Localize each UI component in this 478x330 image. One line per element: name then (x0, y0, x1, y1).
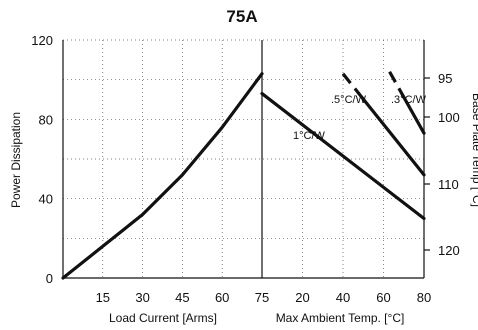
y-tick-label: 120 (31, 33, 53, 48)
derating-line (357, 92, 426, 177)
x-tick-label: 30 (135, 290, 149, 305)
x-tick-label: 75 (255, 290, 269, 305)
axes (62, 40, 430, 279)
x-tick-label: 45 (175, 290, 189, 305)
y2-tick-label: 95 (438, 71, 452, 86)
series-label: .5°C/W (331, 94, 367, 106)
power-curve (61, 72, 264, 280)
right-x-axis-label: Max Ambient Temp. [°C] (276, 311, 405, 325)
chart-title: 75A (226, 7, 257, 26)
derating-line-dashed (341, 72, 361, 95)
y-tick-label: 80 (39, 112, 53, 127)
left-x-axis-label: Load Current [Arms] (109, 311, 217, 325)
x-tick-label: 60 (376, 290, 390, 305)
x-tick-label: 40 (336, 290, 350, 305)
x-tick-label: 60 (215, 290, 229, 305)
y2-axis-label: Base Plate Temp [°C] (470, 93, 478, 207)
grid (63, 39, 425, 278)
y2-tick-label: 100 (438, 110, 460, 125)
y2-tick-label: 110 (438, 177, 459, 192)
x-tick-label: 80 (417, 290, 431, 305)
labels: 0 40 80 120 15 30 45 60 75 20 40 60 80 95 100 110 120 1°C… (31, 33, 459, 305)
y-tick-label: 0 (46, 271, 53, 286)
x-tick-label: 15 (96, 290, 110, 305)
y-tick-label: 40 (39, 192, 53, 207)
derating-line (260, 91, 426, 221)
series (61, 70, 426, 280)
x-tick-label: 20 (295, 290, 309, 305)
derating-line-dashed (388, 70, 406, 98)
series-label: .3°C/W (391, 94, 427, 106)
derating-line (402, 95, 426, 135)
y2-tick-label: 120 (438, 243, 460, 258)
y-axis-label: Power Dissipation (9, 112, 23, 208)
series-label: 1°C/W (293, 130, 326, 142)
